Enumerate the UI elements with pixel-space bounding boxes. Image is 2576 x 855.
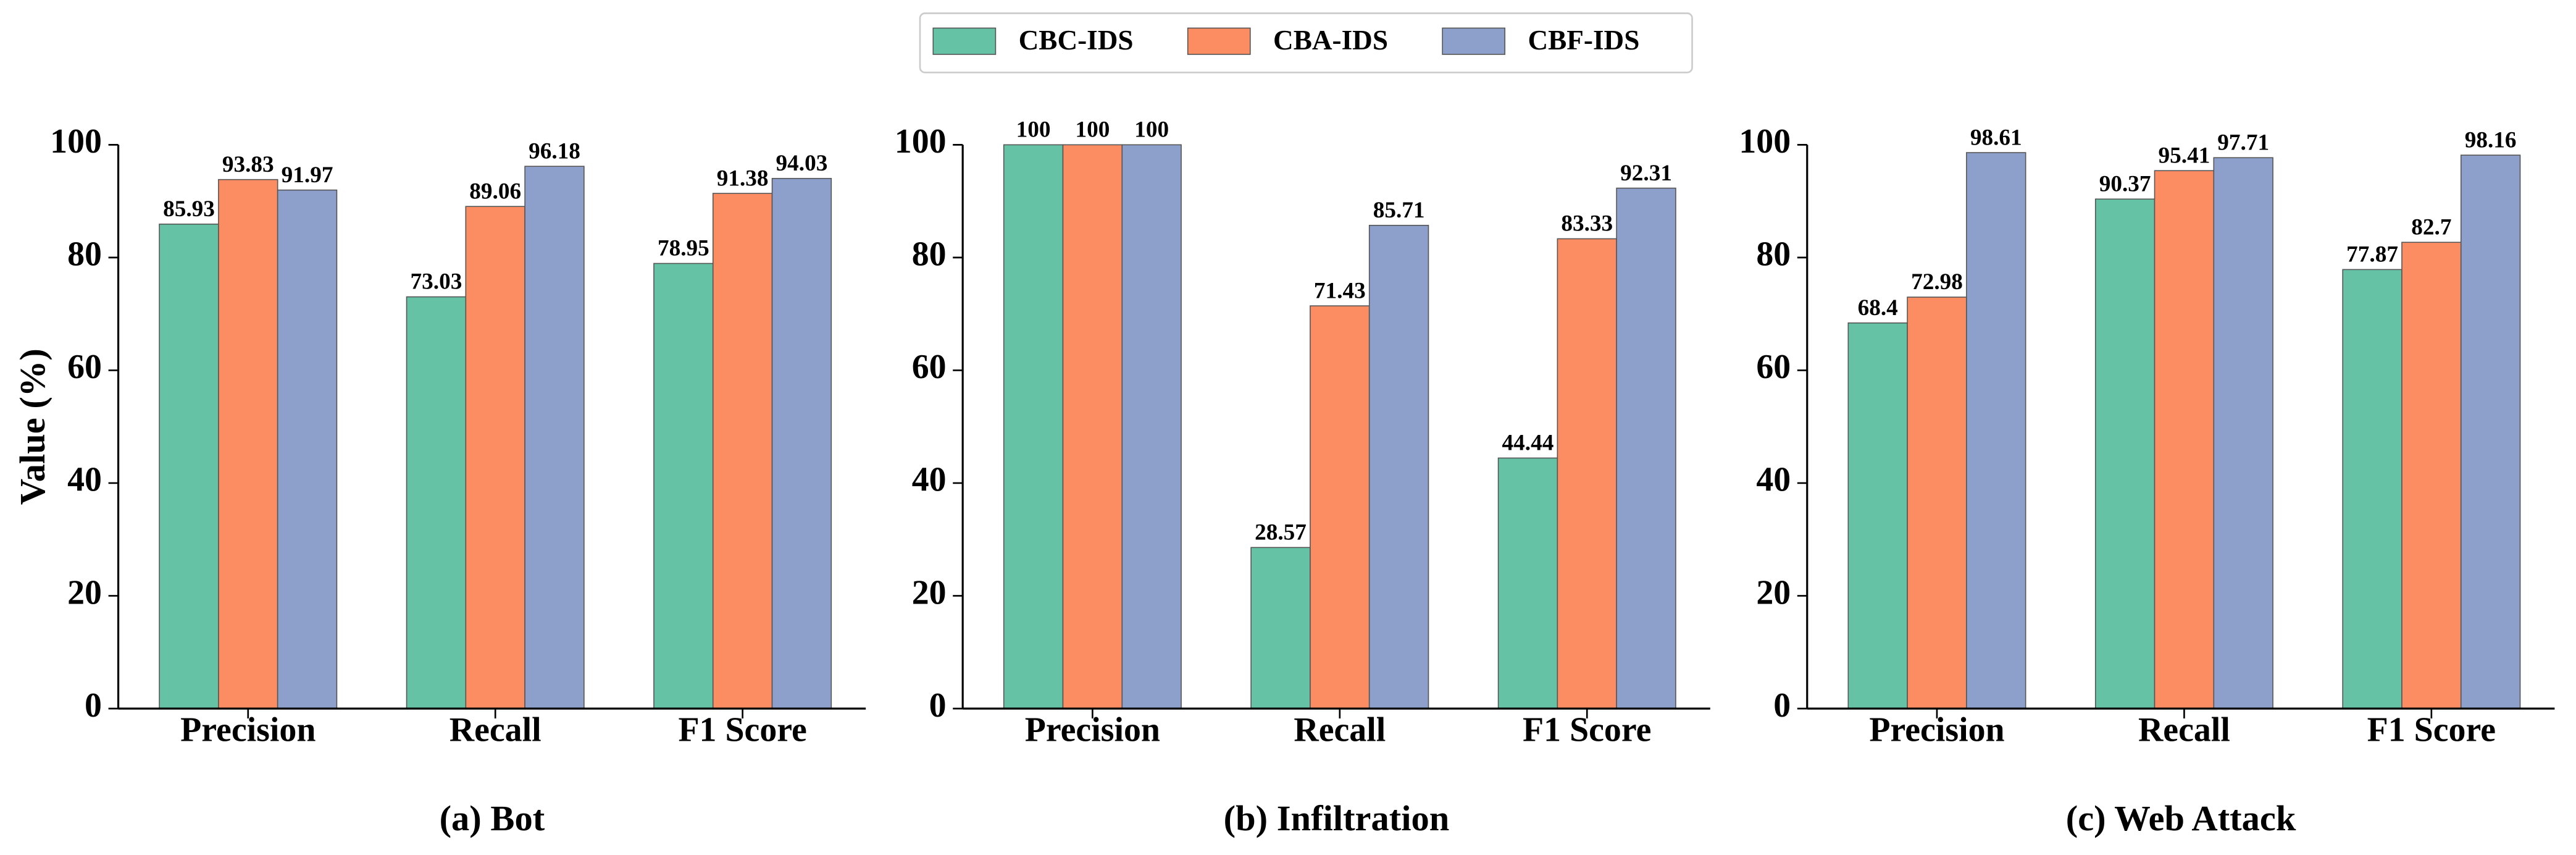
bar: CBA-IDS [465, 206, 525, 709]
value-label: 28.57 [1255, 520, 1307, 545]
bar: CBA-IDS [1557, 238, 1617, 709]
y-tick-label: 40 [912, 461, 947, 499]
bar: CBA-IDS [2154, 170, 2215, 709]
value-label: 100 [1134, 117, 1169, 143]
bar: CBF-IDS [1368, 224, 1429, 709]
bar: CBC-IDS [159, 223, 219, 709]
bar: CBC-IDS [1847, 322, 1908, 709]
y-tick-label: 0 [1773, 686, 1791, 725]
legend-label: CBA-IDS [1273, 25, 1388, 56]
chart-title: (b) Infiltration [1224, 798, 1450, 838]
x-tick-label: F1 Score [678, 711, 806, 749]
bar: CBF-IDS [277, 189, 338, 709]
bar: CBC-IDS [2094, 198, 2156, 709]
bar: CBF-IDS [2460, 154, 2521, 709]
value-label: 94.03 [776, 151, 828, 176]
y-tick-label: 20 [912, 573, 947, 612]
value-label: 100 [1016, 117, 1051, 143]
y-axis-label: Value (%) [12, 348, 52, 505]
value-label: 44.44 [1502, 431, 1554, 456]
bar: CBC-IDS [2342, 269, 2402, 709]
value-label: 73.03 [411, 269, 462, 295]
x-tick-label: Precision [1025, 711, 1160, 749]
bar: CBF-IDS [524, 166, 585, 709]
value-label: 82.7 [2411, 215, 2451, 240]
y-tick-label: 0 [85, 686, 102, 725]
value-label: 68.4 [1858, 295, 1898, 321]
y-tick-label: 100 [1739, 122, 1791, 161]
value-label: 78.95 [658, 236, 709, 261]
bar: CBC-IDS [406, 296, 467, 709]
value-label: 72.98 [1911, 269, 1963, 295]
y-tick-label: 80 [1756, 235, 1791, 274]
legend-swatch [1187, 27, 1251, 55]
y-tick-label: 80 [912, 235, 947, 274]
chart-title: (a) Bot [440, 798, 545, 838]
bar: CBA-IDS [2401, 242, 2462, 709]
x-tick-label: Recall [450, 711, 542, 749]
value-label: 91.38 [717, 166, 769, 191]
x-tick-label: Precision [180, 711, 316, 749]
y-tick-label: 40 [67, 461, 102, 499]
bar: CBC-IDS [1003, 144, 1064, 709]
value-label: 100 [1075, 117, 1110, 143]
bar: CBA-IDS [218, 179, 278, 709]
y-tick-label: 60 [1756, 348, 1791, 386]
bar: CBF-IDS [1616, 187, 1676, 709]
value-label: 98.16 [2465, 127, 2517, 153]
legend-swatch [1442, 27, 1506, 55]
value-label: 97.71 [2217, 130, 2269, 156]
x-tick-label: Recall [2138, 711, 2230, 749]
bar: CBF-IDS [1121, 144, 1182, 709]
x-tick-label: F1 Score [1523, 711, 1651, 749]
bar: CBC-IDS [1250, 547, 1311, 709]
y-tick-label: 20 [67, 573, 102, 612]
value-label: 95.41 [2159, 143, 2210, 169]
legend-label: CBC-IDS [1019, 25, 1134, 56]
value-label: 96.18 [529, 138, 580, 164]
bar: CBA-IDS [1907, 297, 1967, 709]
bar: CBF-IDS [2213, 157, 2273, 709]
value-label: 85.93 [163, 196, 215, 222]
y-tick-label: 80 [67, 235, 102, 274]
value-label: 90.37 [2099, 172, 2151, 197]
y-tick-label: 100 [895, 122, 947, 161]
bar: CBF-IDS [771, 178, 832, 709]
value-label: 89.06 [469, 179, 521, 204]
x-tick-label: F1 Score [2367, 711, 2496, 749]
bar: CBA-IDS [1062, 144, 1123, 709]
value-label: 77.87 [2346, 242, 2398, 267]
value-label: 83.33 [1561, 211, 1613, 237]
bar: CBC-IDS [653, 263, 714, 709]
bar: CBC-IDS [1497, 457, 1558, 709]
value-label: 71.43 [1314, 278, 1366, 303]
x-tick-label: Recall [1294, 711, 1386, 749]
bar: CBA-IDS [1310, 305, 1370, 709]
y-tick-label: 40 [1756, 461, 1791, 499]
legend-label: CBF-IDS [1528, 25, 1639, 56]
y-tick-label: 0 [929, 686, 947, 725]
value-label: 92.31 [1620, 161, 1672, 186]
value-label: 91.97 [282, 162, 333, 188]
y-tick-label: 100 [50, 122, 102, 161]
value-label: 85.71 [1373, 198, 1425, 223]
value-label: 98.61 [1970, 125, 2022, 150]
bar: CBA-IDS [712, 193, 773, 709]
y-tick-label: 20 [1756, 573, 1791, 612]
bar: CBF-IDS [1966, 152, 2026, 709]
y-tick-label: 60 [67, 348, 102, 386]
y-tick-label: 60 [912, 348, 947, 386]
chart-title: (c) Web Attack [2066, 798, 2296, 838]
legend-swatch [932, 27, 997, 55]
value-label: 93.83 [222, 152, 274, 177]
x-tick-label: Precision [1869, 711, 2004, 749]
